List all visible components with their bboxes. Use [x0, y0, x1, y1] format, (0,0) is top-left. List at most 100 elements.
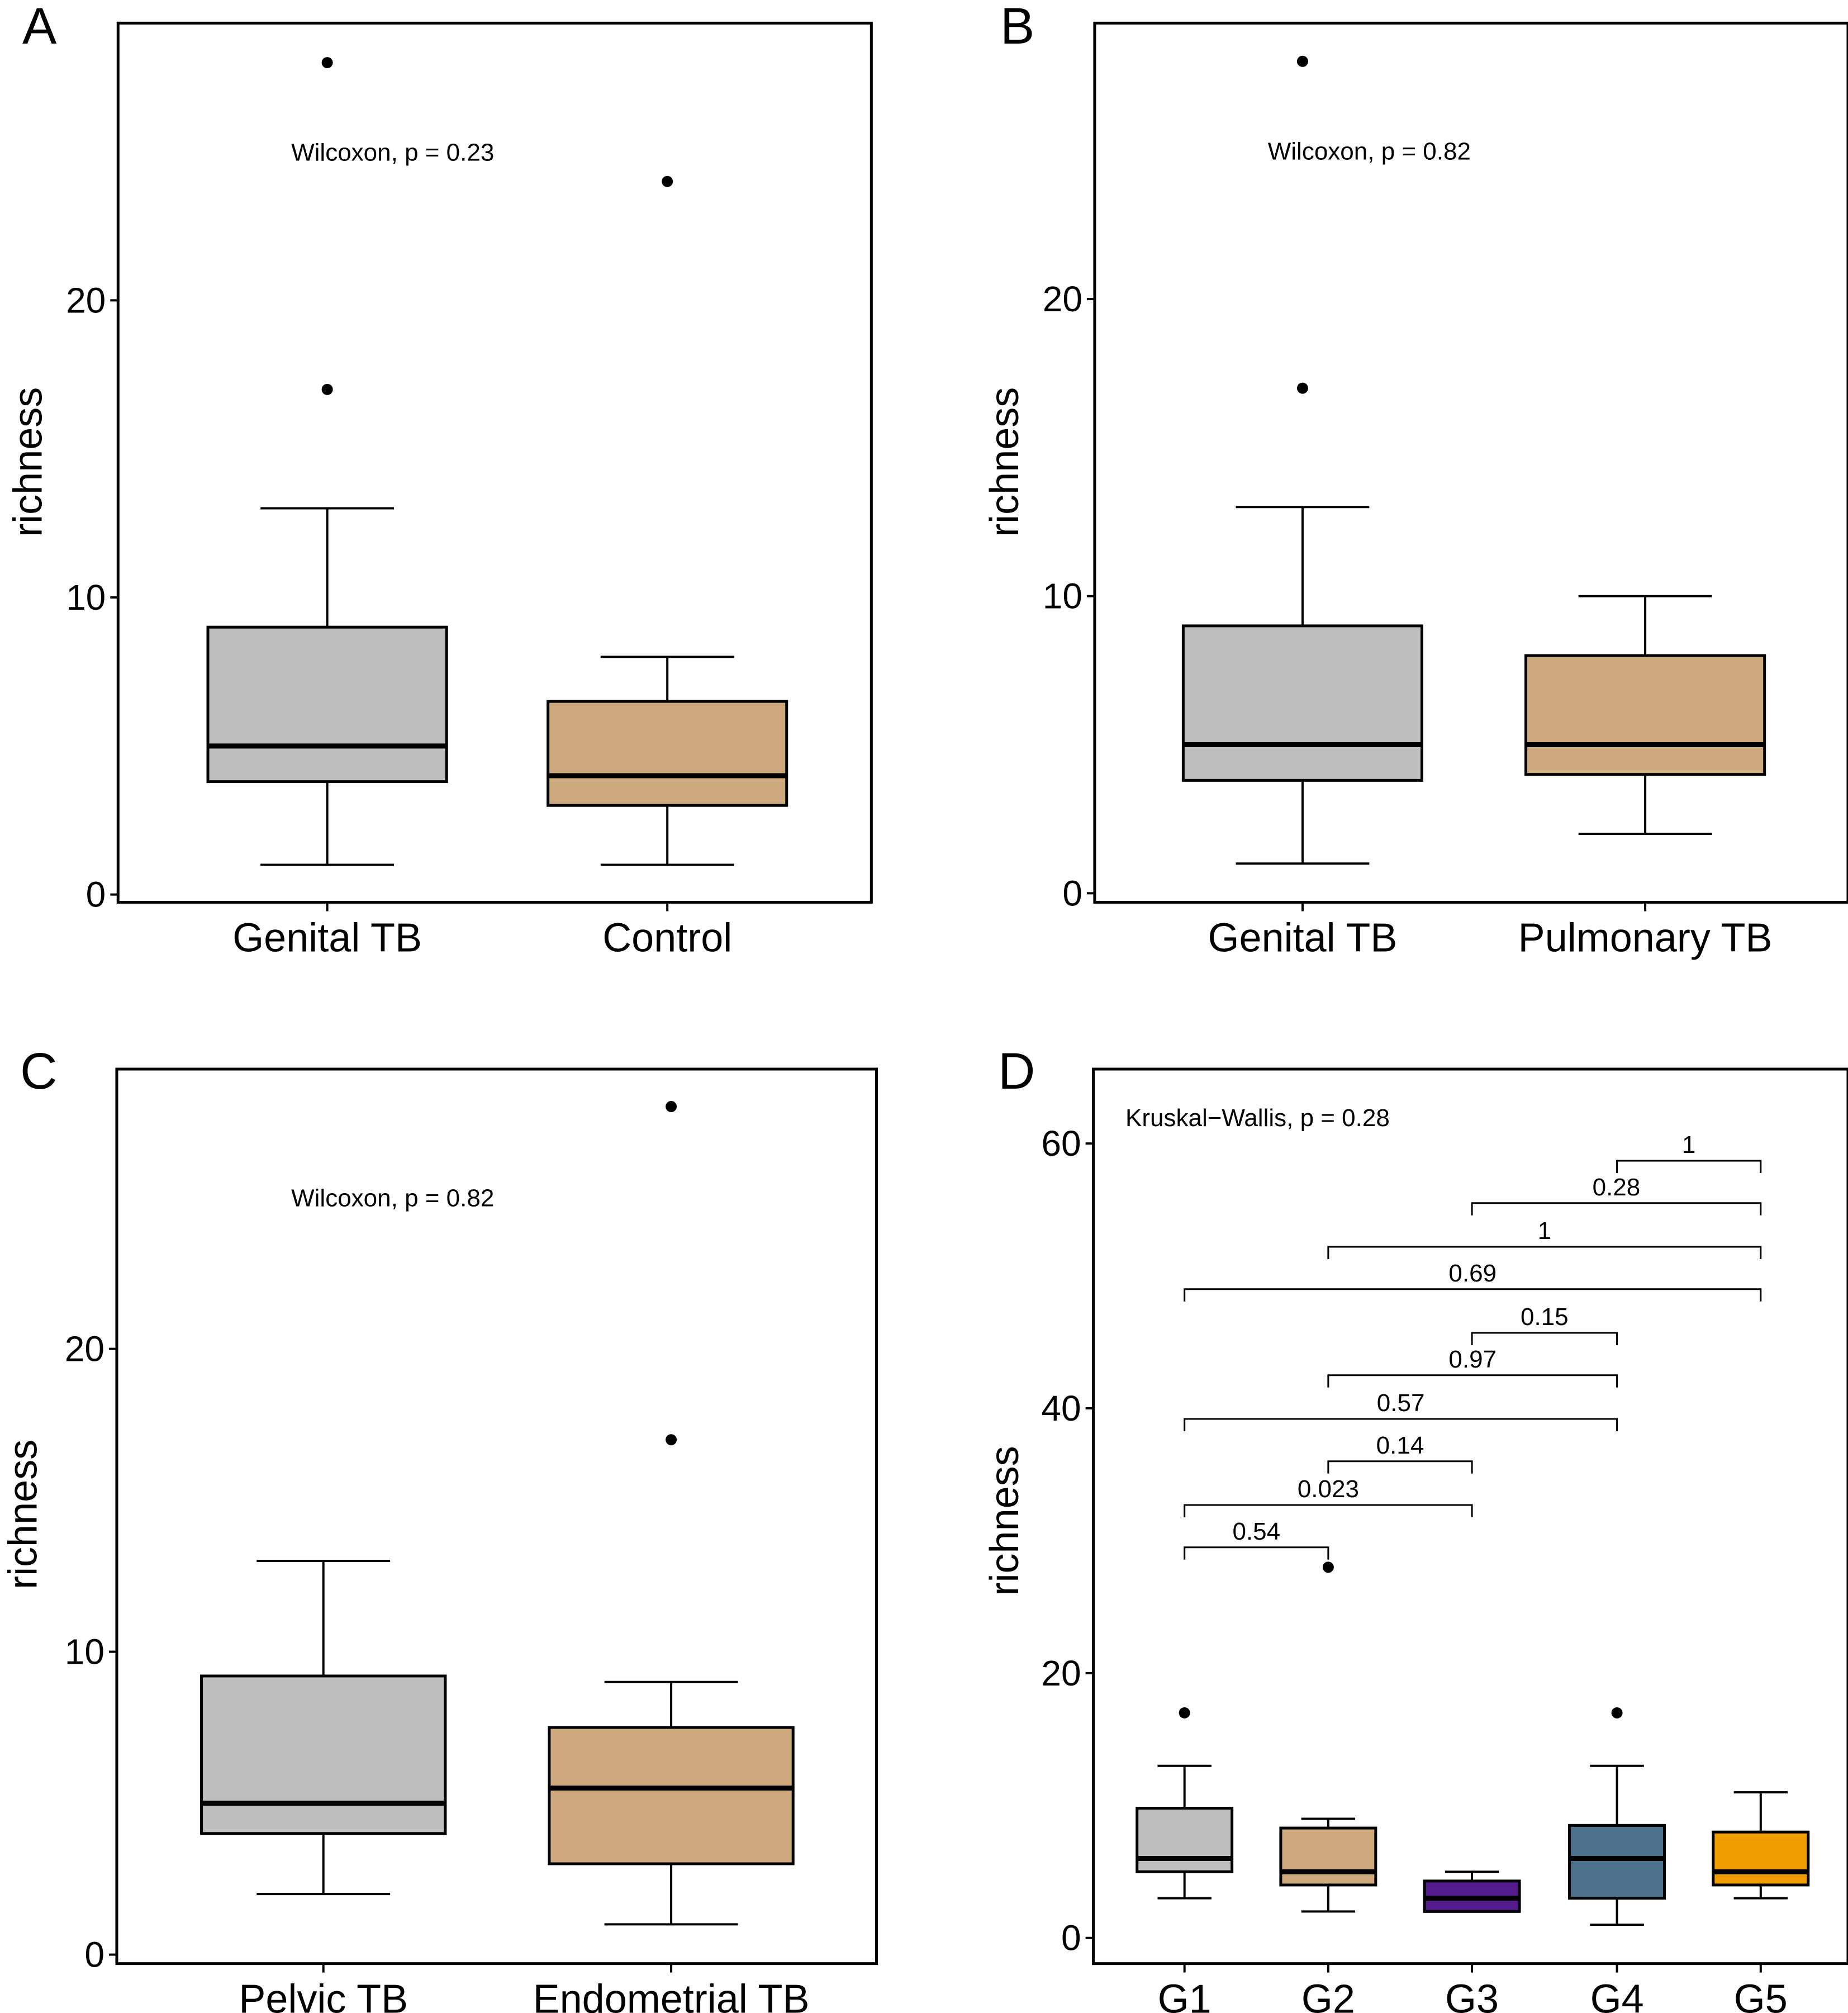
panel-b-ytick-label: 20 [1043, 279, 1082, 319]
panel-a-ytick-label: 10 [66, 577, 106, 618]
panel-d-box-g2 [1279, 1561, 1377, 1913]
iqr-box [206, 625, 448, 784]
panel-d-ytick-label: 60 [1041, 1123, 1081, 1164]
comparison-g4-g5: 1 [1616, 1131, 1762, 1173]
panel-letter-b: B [1000, 0, 1034, 55]
comparison-p-value: 0.14 [1376, 1432, 1424, 1459]
outlier-point [662, 175, 673, 187]
comparison-g1-g2: 0.54 [1184, 1518, 1329, 1560]
outlier-point [666, 1101, 677, 1113]
iqr-box [1712, 1830, 1810, 1887]
panel-d: D Kruskal−Wallis, p = 0.28 richness 0 20 4… [982, 1043, 1848, 2013]
panel-letter-d: D [998, 1043, 1035, 1100]
panel-a-ytick-label: 0 [86, 875, 106, 915]
panel-d-box-g5 [1712, 1791, 1810, 1900]
comparison-bracket [1184, 1288, 1762, 1302]
iqr-box [1279, 1826, 1377, 1887]
comparison-g2-g4: 0.97 [1327, 1346, 1618, 1388]
panel-b-ytick-label: 0 [1062, 873, 1082, 913]
panel-c-box-endometrial-tb [548, 1101, 795, 1926]
panel-b-xtick-label: Genital TB [1208, 915, 1398, 960]
comparison-bracket [1184, 1418, 1618, 1431]
panel-a-ytick-label: 20 [66, 280, 106, 320]
outlier-point [1296, 55, 1308, 67]
panel-d-box-g3 [1423, 1870, 1521, 1913]
outlier-point [1611, 1707, 1623, 1718]
panel-c-plot-frame [115, 1067, 878, 1965]
panel-d-xtick-label: G5 [1734, 1977, 1788, 2013]
panel-d-ylabel: richness [982, 1446, 1027, 1596]
panel-a-xtick-label: Control [602, 915, 732, 960]
panel-d-ytick-label: 0 [1061, 1918, 1081, 1958]
comparison-bracket [1327, 1460, 1473, 1474]
comparison-bracket [1184, 1546, 1329, 1560]
outlier-point [1322, 1561, 1334, 1573]
panel-c-xtick-label: Pelvic TB [239, 1977, 408, 2013]
panel-letter-c: C [20, 1043, 57, 1100]
panel-d-xtick-label: G2 [1301, 1977, 1355, 2013]
panel-b-ytick-label: 10 [1043, 576, 1082, 616]
panel-letter-a: A [22, 0, 57, 55]
comparison-g1-g5: 0.69 [1184, 1260, 1762, 1302]
comparison-p-value: 0.023 [1298, 1475, 1359, 1503]
comparison-p-value: 0.15 [1521, 1303, 1569, 1331]
panel-a-box-control [547, 175, 788, 866]
comparison-bracket [1616, 1160, 1762, 1173]
panel-a-ylabel: richness [6, 387, 51, 537]
panel-b-annotation: Wilcoxon, p = 0.82 [1268, 137, 1471, 165]
panel-c: C Wilcoxon, p = 0.82 richness 0 10 20 Pelvi… [1, 1043, 878, 2013]
outlier-point [1179, 1707, 1190, 1718]
panel-d-ytick-label: 20 [1041, 1653, 1081, 1693]
iqr-box [1524, 654, 1766, 776]
iqr-box [548, 1726, 795, 1865]
iqr-box [547, 700, 788, 807]
comparison-p-value: 0.97 [1448, 1346, 1497, 1373]
comparison-bracket [1184, 1504, 1473, 1517]
panel-d-box-g4 [1568, 1707, 1666, 1926]
comparison-g1-g3: 0.023 [1184, 1475, 1473, 1517]
iqr-box [1136, 1807, 1234, 1873]
panel-c-box-pelvic-tb [200, 1560, 447, 1896]
outlier-point [666, 1434, 677, 1446]
panel-d-ytick-label: 40 [1041, 1388, 1081, 1428]
iqr-box [200, 1674, 447, 1835]
comparison-p-value: 0.57 [1377, 1389, 1425, 1417]
outlier-point [321, 57, 333, 69]
panel-a-annotation: Wilcoxon, p = 0.23 [291, 139, 494, 167]
comparison-g3-g4: 0.15 [1471, 1303, 1618, 1345]
panel-b-box-pulmonary-tb [1524, 595, 1766, 835]
panel-a-xtick-label: Genital TB [232, 915, 422, 960]
comparison-p-value: 1 [1538, 1217, 1551, 1245]
comparison-g1-g4: 0.57 [1184, 1389, 1618, 1431]
panel-c-ytick-label: 10 [65, 1632, 104, 1672]
panel-d-annotation: Kruskal−Wallis, p = 0.28 [1125, 1104, 1390, 1132]
panel-b-ylabel: richness [982, 387, 1027, 537]
outlier-point [321, 383, 333, 395]
panel-d-xtick-label: G1 [1158, 1977, 1212, 2013]
outlier-point [1296, 382, 1308, 394]
panel-a-plot-frame [116, 21, 873, 904]
comparison-bracket [1471, 1202, 1762, 1216]
panel-c-xtick-label: Endometrial TB [533, 1977, 810, 2013]
comparison-bracket [1327, 1374, 1618, 1388]
panel-b-box-genital-tb [1181, 55, 1424, 865]
panel-c-ytick-label: 0 [84, 1935, 104, 1975]
panel-c-ylabel: richness [1, 1440, 45, 1589]
panel-d-box-g1 [1136, 1707, 1234, 1900]
comparison-g2-g3: 0.14 [1327, 1432, 1473, 1474]
iqr-box [1181, 624, 1424, 782]
panel-c-ytick-label: 20 [65, 1329, 104, 1369]
iqr-box [1568, 1824, 1666, 1900]
panel-a-box-genital-tb [206, 57, 448, 866]
comparison-bracket [1471, 1332, 1618, 1345]
comparison-g2-g5: 1 [1327, 1217, 1762, 1259]
panel-b: B Wilcoxon, p = 0.82 richness 0 10 20 Genit… [982, 0, 1848, 960]
comparison-p-value: 1 [1682, 1131, 1695, 1159]
panel-d-xtick-label: G4 [1590, 1977, 1644, 2013]
panel-c-annotation: Wilcoxon, p = 0.82 [291, 1185, 494, 1212]
panel-b-xtick-label: Pulmonary TB [1518, 915, 1773, 960]
comparison-p-value: 0.54 [1232, 1518, 1280, 1545]
panel-d-xtick-label: G3 [1445, 1977, 1499, 2013]
comparison-bracket [1327, 1246, 1762, 1259]
